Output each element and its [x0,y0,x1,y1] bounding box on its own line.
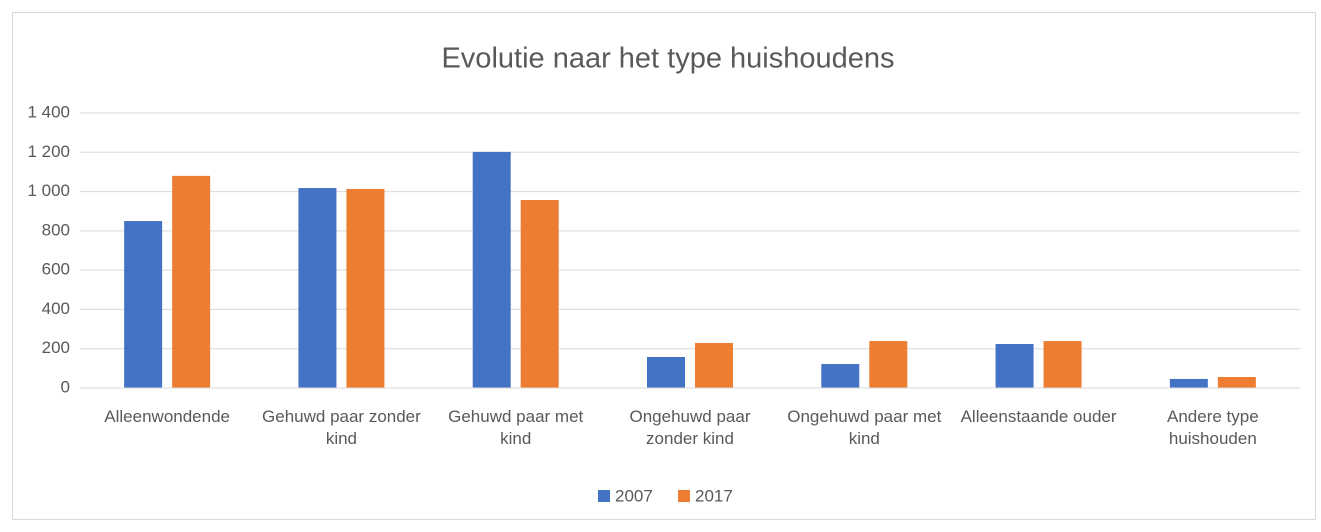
legend-label: 2017 [695,486,733,505]
bar [647,356,685,388]
y-tick-label: 1 400 [27,102,70,121]
bar [124,221,163,388]
legend-label: 2007 [615,486,653,505]
bar [346,189,385,388]
bar [1217,377,1256,388]
y-tick-label: 600 [42,260,70,279]
y-tick-label: 400 [42,299,70,318]
x-tick-label: Andere type huishouden [1167,407,1259,448]
x-tick-label: Gehuwd paar zonder kind [262,407,421,448]
x-tick-label: Alleenstaande ouder [960,407,1117,426]
bar [1169,378,1208,388]
chart-title: Evolutie naar het type huishoudens [441,43,894,75]
bar [821,364,860,388]
x-tick-label: Alleenwondende [104,407,230,426]
y-tick-label: 200 [42,338,70,357]
y-tick-label: 1 200 [27,142,70,161]
bar [995,344,1034,388]
y-tick-label: 1 000 [27,181,70,200]
x-tick-label: Ongehuwd paar met kind [787,407,942,448]
y-tick-label: 800 [42,220,70,239]
y-tick-label: 0 [61,377,70,396]
legend-swatch [598,490,610,502]
bar [1043,341,1082,388]
x-tick-label: Ongehuwd paar zonder kind [629,407,751,448]
x-tick-label: Gehuwd paar met kind [448,407,584,448]
bar [472,151,511,388]
bar [869,341,908,388]
bar [172,175,211,388]
legend-swatch [678,490,690,502]
bar [695,343,733,388]
chart-border [12,12,1316,520]
bar [520,200,559,388]
bar [298,188,337,388]
